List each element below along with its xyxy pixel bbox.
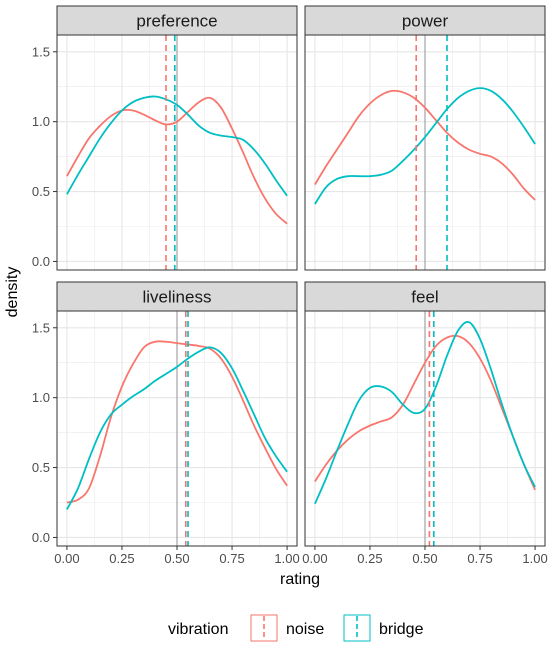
- density-curve-noise: [66, 340, 288, 504]
- x-tick-label: 0.25: [357, 551, 382, 566]
- x-tick-label: 0.75: [467, 551, 492, 566]
- density-curve-noise: [314, 334, 536, 491]
- x-tick-label: 0.00: [302, 551, 327, 566]
- y-tick-label: 0.0: [32, 254, 50, 269]
- x-tick-label: 0.75: [219, 551, 244, 566]
- y-tick-label: 1.0: [32, 390, 50, 405]
- facet-panel-feel: feel 0.00 0.25 0.50 0.75 1.00: [302, 281, 548, 566]
- facet-panel-preference: preference 0.0 0.5 1.0 1.5: [32, 5, 298, 271]
- density-curve-noise: [314, 89, 536, 201]
- y-axis-title: density: [4, 267, 21, 318]
- facet-strip: [304, 5, 546, 36]
- y-tick-label: 0.5: [32, 184, 50, 199]
- panel-border: [304, 34, 546, 271]
- x-tick-label: 0.50: [412, 551, 437, 566]
- facet-panel-liveliness: liveliness 0.0 0.5 1.0 1.5 0.00 0.25 0.50 0.75 1.…: [32, 281, 300, 566]
- y-tick-label: 0.0: [32, 530, 50, 545]
- x-tick-label: 0.50: [164, 551, 189, 566]
- density-curve-noise: [66, 96, 288, 225]
- facet-strip-label: preference: [136, 12, 217, 31]
- y-tick-label: 1.5: [32, 44, 50, 59]
- legend-label-bridge: bridge: [379, 621, 424, 638]
- x-axis-title: rating: [280, 571, 320, 588]
- facet-panel-power: power: [304, 5, 546, 271]
- x-tick-label: 1.00: [274, 551, 299, 566]
- facet-strip: [304, 281, 546, 312]
- y-tick-label: 1.0: [32, 114, 50, 129]
- facet-strip-label: feel: [411, 288, 438, 307]
- panel-border: [56, 34, 298, 271]
- y-tick-label: 0.5: [32, 460, 50, 475]
- x-tick-label: 1.00: [522, 551, 547, 566]
- facet-panels: preference 0.0 0.5 1.0 1.5 power liveliness 0.0…: [32, 5, 548, 566]
- density-curve-bridge: [66, 95, 288, 197]
- y-tick-label: 1.5: [32, 320, 50, 335]
- legend: vibration noise bridge: [168, 614, 424, 642]
- density-curve-bridge: [314, 321, 536, 505]
- density-curve-bridge: [314, 87, 536, 205]
- legend-label-noise: noise: [286, 621, 324, 638]
- density-curve-bridge: [66, 346, 288, 510]
- facet-strip: [56, 5, 298, 36]
- facet-strip-label: liveliness: [143, 288, 212, 307]
- legend-title: vibration: [168, 621, 228, 638]
- facet-strip: [56, 281, 298, 312]
- facet-strip-label: power: [402, 12, 449, 31]
- x-tick-label: 0.00: [54, 551, 79, 566]
- x-tick-label: 0.25: [109, 551, 134, 566]
